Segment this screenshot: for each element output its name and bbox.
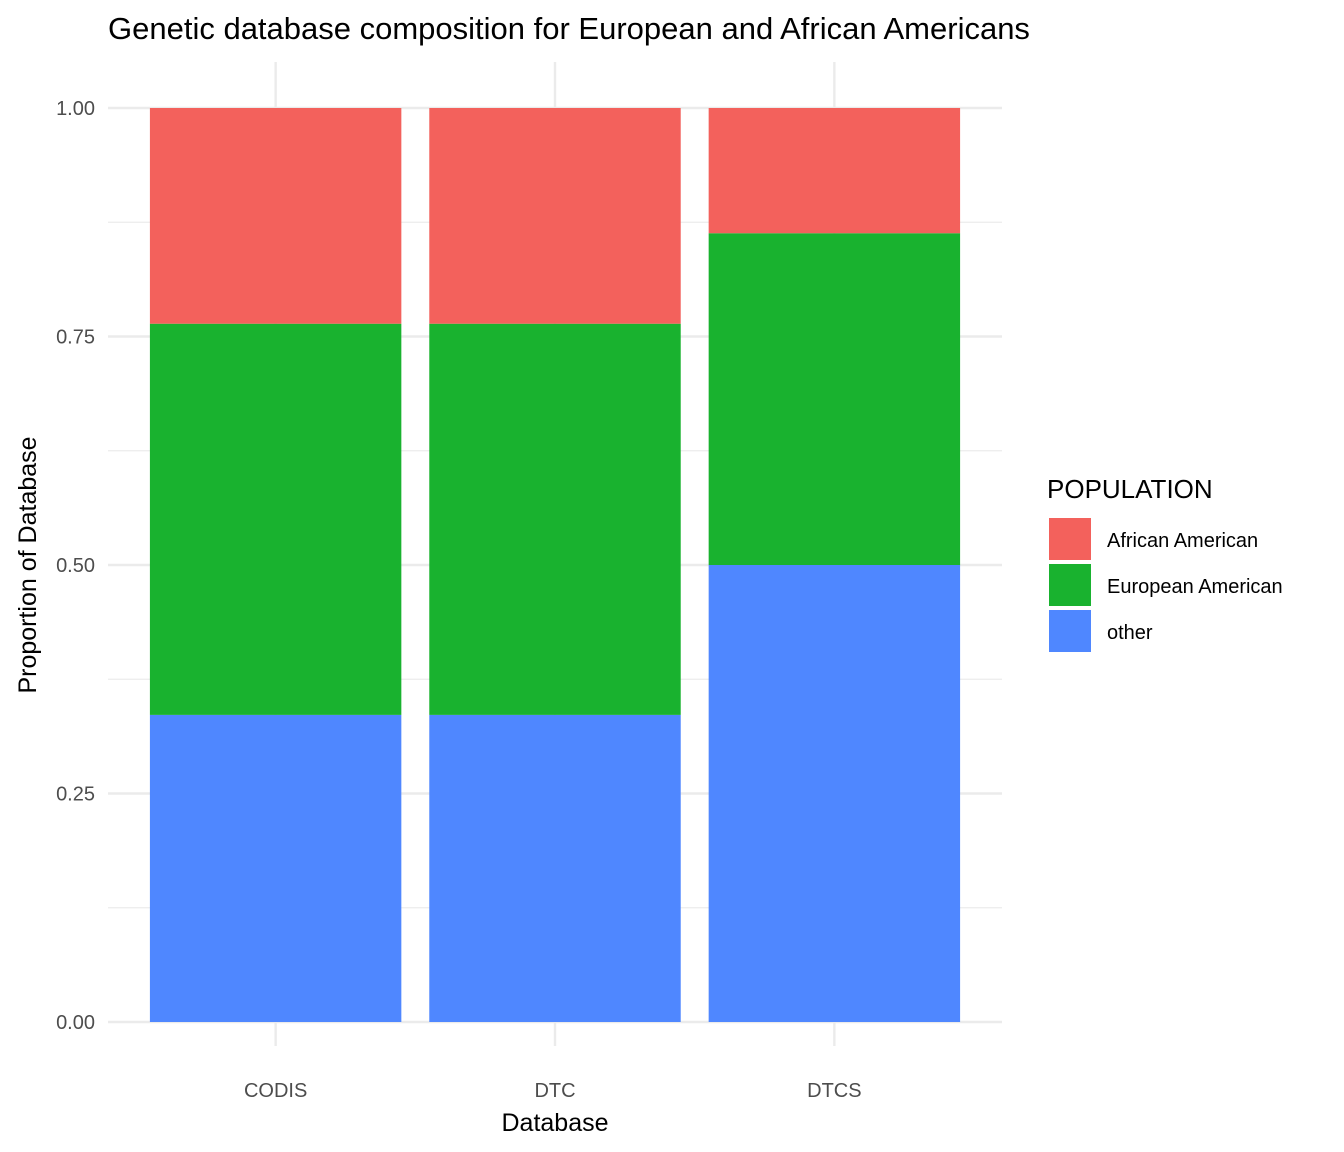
legend-label: African American xyxy=(1107,530,1258,552)
y-tick-label: 0.50 xyxy=(56,555,95,577)
y-tick-label: 0.00 xyxy=(56,1012,95,1034)
bar-segment xyxy=(429,714,681,1022)
y-tick-label: 1.00 xyxy=(56,98,95,120)
y-axis-title: Proportion of Database xyxy=(14,436,42,693)
legend-label: European American xyxy=(1107,576,1283,598)
bar-segment xyxy=(708,233,961,565)
chart-title: Genetic database composition for Europea… xyxy=(108,11,1030,46)
legend-key xyxy=(1049,610,1091,652)
x-tick-label: DTC xyxy=(534,1080,575,1102)
legend-key xyxy=(1049,564,1091,606)
bars xyxy=(149,108,961,1022)
x-axis-title: Database xyxy=(501,1109,608,1137)
bar-segment xyxy=(708,108,961,234)
y-tick-label: 0.25 xyxy=(56,784,95,806)
x-tick-label: DTCS xyxy=(807,1080,861,1102)
x-axis-ticks: CODIS DTC DTCS xyxy=(244,1080,862,1102)
bar-segment xyxy=(429,323,681,715)
y-tick-label: 0.75 xyxy=(56,327,95,349)
legend-key xyxy=(1049,518,1091,560)
legend-title: POPULATION xyxy=(1047,474,1213,504)
x-tick-label: CODIS xyxy=(244,1080,307,1102)
bar-segment xyxy=(149,108,402,324)
legend: POPULATION African American European Amer… xyxy=(1047,474,1283,652)
bar-segment xyxy=(708,565,961,1022)
y-axis-ticks: 0.00 0.25 0.50 0.75 1.00 xyxy=(56,98,95,1034)
bar-segment xyxy=(429,108,681,324)
legend-label: other xyxy=(1107,622,1153,644)
bar-segment xyxy=(149,714,402,1022)
bar-segment xyxy=(149,323,402,715)
